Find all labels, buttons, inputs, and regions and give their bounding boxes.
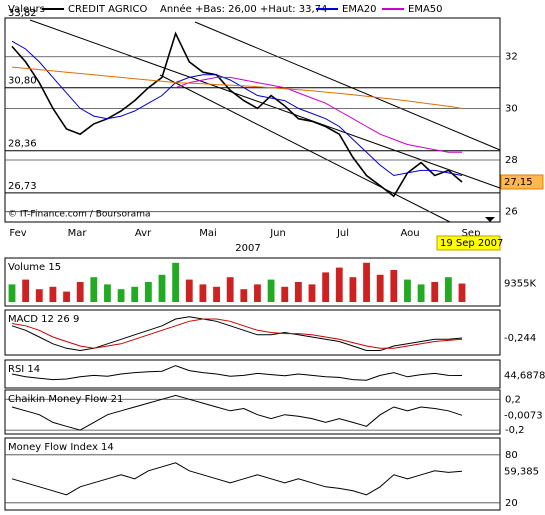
panel-frame (4, 437, 501, 511)
x-tick-label: Mar (68, 228, 88, 239)
series-line (11, 394, 463, 431)
y-tick-label: 80 (505, 450, 518, 461)
volume-bar (158, 274, 166, 302)
panel-title: Valeurs (8, 4, 45, 15)
panel-title: RSI 14 (8, 364, 40, 375)
y-tick-label: 28 (505, 155, 518, 166)
volume-bar (104, 284, 111, 302)
panel-title: Money Flow Index 14 (8, 442, 114, 453)
x-tick-label: Fev (9, 228, 26, 239)
legend-label: EMA50 (408, 4, 443, 15)
panel-frame (4, 309, 501, 356)
current-label: -0,0073 (504, 410, 543, 421)
volume-bar (349, 277, 357, 302)
current-label: -0,244 (504, 333, 536, 344)
volume-bar (417, 284, 425, 302)
volume-bar (376, 274, 384, 302)
y-tick-label: 26 (505, 207, 518, 218)
volume-bar (49, 286, 57, 302)
y-tick-label: 0,2 (505, 394, 521, 405)
volume-bar (281, 286, 289, 302)
legend-label: CREDIT AGRICO (68, 4, 147, 15)
volume-bar (267, 279, 275, 302)
volume-bar (226, 277, 234, 302)
volume-bar (335, 267, 343, 302)
x-tick-label: Avr (135, 228, 152, 239)
panel-title: Volume 15 (8, 262, 61, 273)
current-box (501, 408, 543, 423)
volume-bar (294, 282, 302, 302)
y-tick-label: 32 (505, 52, 518, 63)
year-label: 2007 (235, 243, 260, 254)
trend-line (194, 21, 501, 151)
current-label: 44,6878 (504, 370, 545, 381)
volume-bar (185, 279, 193, 302)
volume-bar (90, 277, 98, 302)
volume-bar (322, 272, 330, 302)
current-label: 27,15 (504, 177, 533, 188)
series-line (11, 318, 463, 349)
x-tick-label: Mai (199, 228, 217, 239)
volume-bar (172, 262, 180, 302)
series-line (11, 66, 463, 109)
volume-bar (76, 282, 84, 302)
series-line (11, 31, 463, 198)
x-tick-label: Aou (400, 228, 419, 239)
panel-title: MACD 12 26 9 (8, 314, 79, 325)
volume-bar (63, 291, 70, 302)
volume-bar (363, 262, 370, 302)
volume-bar (131, 286, 139, 302)
current-label: 59,385 (504, 466, 539, 477)
legend-label: EMA20 (342, 4, 377, 15)
current-box (501, 276, 543, 291)
panel-title: Chaikin Money Flow 21 (8, 394, 123, 405)
volume-bar (390, 270, 398, 302)
panel-frame (4, 17, 501, 223)
series-line (11, 365, 463, 381)
volume-bar (254, 284, 261, 302)
y-tick-label: 20 (505, 498, 518, 509)
current-box (501, 368, 543, 383)
volume-bar (308, 284, 316, 302)
date-box (436, 235, 501, 251)
x-tick-label: Jul (336, 228, 349, 239)
trend-line (159, 74, 451, 223)
x-tick-label: Jun (269, 228, 286, 239)
volume-bar (213, 286, 220, 302)
current-box (500, 174, 544, 190)
volume-bar (35, 289, 43, 302)
x-tick-label: Sep (462, 228, 481, 239)
panel-frame (4, 389, 501, 435)
volume-bar (431, 282, 439, 302)
source: © IT-Finance.com / Boursorama (8, 210, 150, 220)
panel-frame (4, 257, 501, 307)
subtitle: Année +Bas: 26,00 +Haut: 33,74 (160, 3, 327, 15)
current-box (501, 330, 543, 345)
series-line (175, 76, 462, 153)
date-label: 19 Sep 2007 (440, 238, 503, 249)
volume-bar (8, 284, 16, 302)
series-line (11, 40, 463, 177)
level-label: 26,73 (8, 181, 37, 192)
level-label: 30,80 (8, 76, 37, 87)
series-line (11, 462, 463, 496)
volume-bar (144, 282, 152, 302)
volume-bar (240, 289, 248, 302)
volume-bar (404, 279, 411, 302)
volume-bar (117, 289, 125, 302)
scroll-arrow (485, 217, 495, 222)
current-label: 9355K (504, 279, 536, 290)
volume-bar (199, 284, 207, 302)
volume-bar (458, 283, 466, 302)
level-label: 28,36 (8, 139, 37, 150)
panel-frame (4, 359, 501, 389)
level-label: 33,82 (8, 8, 37, 19)
volume-bar (444, 277, 452, 302)
y-tick-label: -0,2 (505, 425, 525, 436)
current-box (501, 464, 543, 479)
y-tick-label: 30 (505, 103, 518, 114)
volume-bar (22, 279, 30, 302)
